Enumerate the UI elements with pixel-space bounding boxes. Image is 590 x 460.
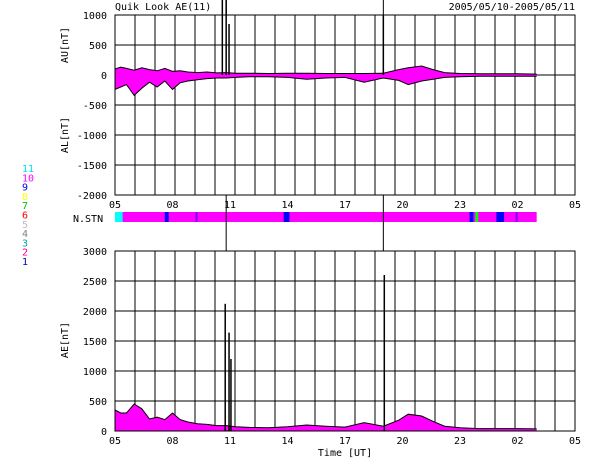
ae-area xyxy=(115,404,537,431)
legend-item-label: 9 xyxy=(22,183,28,194)
station-count-bar xyxy=(115,212,537,222)
x-axis-title: Time [UT] xyxy=(318,448,372,459)
station-bar-segment xyxy=(515,212,518,222)
ae-y-tick-label: 500 xyxy=(89,397,107,408)
legend-item-label: 7 xyxy=(22,201,28,212)
ae-x-tick-label: 14 xyxy=(281,436,293,447)
au-al-x-tick-label: 20 xyxy=(396,200,408,211)
au-axis-label: AU[nT] xyxy=(60,27,71,63)
al-axis-label: AL[nT] xyxy=(60,117,71,153)
station-bar-segment xyxy=(469,212,474,222)
legend-item-label: 6 xyxy=(22,211,28,222)
legend-item-label: 4 xyxy=(22,229,28,240)
legend-item-label: 10 xyxy=(22,173,34,184)
station-bar-segment xyxy=(164,212,169,222)
station-bar-base xyxy=(115,212,537,222)
au-al-x-tick-label: 05 xyxy=(569,200,581,211)
legend-item-label: 2 xyxy=(22,248,28,259)
ae-y-tick-label: 2000 xyxy=(83,307,107,318)
ae-x-tick-label: 23 xyxy=(454,436,466,447)
legend-item-label: 5 xyxy=(22,220,28,231)
legend-item-label: 3 xyxy=(22,238,28,249)
date-range: 2005/05/10-2005/05/11 xyxy=(449,2,575,13)
station-bar-segment xyxy=(283,212,290,222)
chart-title: Quik Look AE(11) xyxy=(115,2,211,13)
ae-y-tick-label: 1500 xyxy=(83,337,107,348)
ae-x-tick-label: 05 xyxy=(569,436,581,447)
au-al-x-tick-label: 05 xyxy=(109,200,121,211)
au-al-x-tick-label: 08 xyxy=(166,200,178,211)
ae-line xyxy=(114,403,537,430)
al-line xyxy=(114,75,537,97)
ae-axis-label: AE[nT] xyxy=(60,322,71,358)
au-al-x-tick-label: 17 xyxy=(339,200,351,211)
ae-x-tick-label: 08 xyxy=(166,436,178,447)
ae-x-tick-label: 02 xyxy=(511,436,523,447)
au-al-y-tick-label: -500 xyxy=(83,101,107,112)
au-al-x-tick-label: 14 xyxy=(281,200,293,211)
au-al-frame xyxy=(114,14,576,196)
au-al-y-tick-label: -1500 xyxy=(77,161,107,172)
ae-y-tick-label: 1000 xyxy=(83,367,107,378)
au-al-x-tick-label: 02 xyxy=(511,200,523,211)
legend-item-label: 1 xyxy=(22,257,28,268)
au-al-y-tick-label: 0 xyxy=(101,71,107,82)
ae-frame xyxy=(114,250,576,432)
legend-item-label: 11 xyxy=(22,164,34,175)
ae-y-tick-label: 0 xyxy=(101,427,107,438)
station-bar-segment xyxy=(115,212,123,222)
ae-x-tick-label: 11 xyxy=(224,436,236,447)
station-bar-segment xyxy=(496,212,505,222)
au-al-area xyxy=(115,66,537,96)
station-count-label: N.STN xyxy=(73,214,103,225)
au-line xyxy=(114,65,537,75)
au-al-y-tick-label: -1000 xyxy=(77,131,107,142)
ae-y-tick-label: 2500 xyxy=(83,277,107,288)
station-bar-segment xyxy=(195,212,198,222)
station-bar-segment xyxy=(475,212,479,222)
au-al-y-tick-label: 500 xyxy=(89,41,107,52)
ae-y-tick-label: 3000 xyxy=(83,247,107,258)
ae-x-tick-label: 05 xyxy=(109,436,121,447)
legend-item-label: 8 xyxy=(22,192,28,203)
ae-x-tick-label: 20 xyxy=(396,436,408,447)
au-al-y-tick-label: -2000 xyxy=(77,191,107,202)
au-al-x-tick-label: 23 xyxy=(454,200,466,211)
au-al-x-tick-label: 11 xyxy=(224,200,236,211)
ae-x-tick-label: 17 xyxy=(339,436,351,447)
au-al-y-tick-label: 1000 xyxy=(83,11,107,22)
